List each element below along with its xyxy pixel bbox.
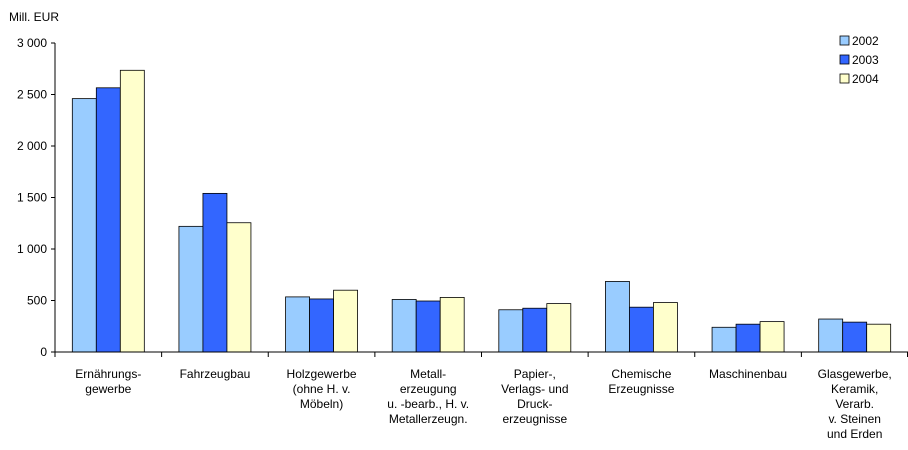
category-label: Fahrzeugbau (180, 367, 251, 381)
legend-swatch-2003 (839, 54, 850, 65)
category-label: Glasgewerbe, Keramik, Verarb. v. Steinen und… (818, 367, 892, 441)
bar-2003-7 (842, 321, 868, 353)
bar-2004-0 (119, 69, 145, 353)
y-tick-label: 1 500 (17, 191, 47, 205)
bar-2003-1 (202, 192, 228, 353)
bar-2003-3 (415, 300, 441, 353)
bar-2004-6 (759, 321, 785, 353)
bar-2004-5 (653, 302, 678, 353)
bar-2002-5 (605, 281, 630, 353)
y-tick-label: 2 000 (17, 139, 47, 153)
legend: 2002 2003 2004 (839, 34, 879, 86)
bar-2002-7 (818, 318, 844, 353)
legend-label-2004: 2004 (852, 72, 879, 86)
bar-2003-4 (522, 307, 548, 353)
bar-2003-0 (95, 87, 121, 353)
y-tick-label: 3 000 (17, 36, 47, 50)
bar-2002-3 (391, 299, 417, 353)
bar-2004-2 (333, 289, 358, 353)
legend-label-2002: 2002 (852, 34, 879, 48)
bar-2004-1 (226, 222, 252, 353)
axes (54, 43, 908, 357)
y-tick-label: 0 (40, 345, 47, 359)
bars (71, 69, 892, 353)
category-label: Papier-, Verlags- und Druck-erzeugnisse (501, 367, 568, 426)
bar-2002-1 (178, 225, 204, 353)
bar-2002-0 (71, 98, 97, 353)
category-label: Chemische Erzeugnisse (608, 367, 674, 396)
y-axis-unit-label: Mill. EUR (9, 10, 59, 24)
category-label: Holzgewerbe (ohne H. v. Möbeln) (287, 367, 357, 411)
category-labels: Ernährungs-gewerbe Fahrzeugbau Holzgewerbe… (75, 367, 891, 441)
category-label: Ernährungs-gewerbe (75, 367, 141, 396)
bar-2002-2 (285, 296, 310, 353)
bar-2003-6 (735, 323, 761, 353)
legend-swatch-2004 (839, 73, 850, 84)
y-tick-label: 500 (27, 294, 47, 308)
category-label: Maschinenbau (709, 367, 787, 381)
bar-2002-6 (711, 326, 737, 353)
bar-2004-4 (546, 303, 572, 353)
bar-2004-7 (866, 323, 892, 353)
y-axis-ticks: 0 500 1 000 1 500 2 000 2 500 3 000 (17, 36, 55, 359)
legend-label-2003: 2003 (852, 53, 879, 67)
y-tick-label: 1 000 (17, 242, 47, 256)
bar-2004-3 (439, 297, 465, 353)
y-tick-label: 2 500 (17, 88, 47, 102)
bar-2003-5 (629, 306, 654, 353)
bar-2002-4 (498, 309, 524, 353)
category-label: Metall-erzeugung u. -bearb., H. v. Metalle… (387, 367, 469, 426)
bar-2003-2 (309, 298, 334, 353)
legend-swatch-2002 (839, 35, 850, 46)
